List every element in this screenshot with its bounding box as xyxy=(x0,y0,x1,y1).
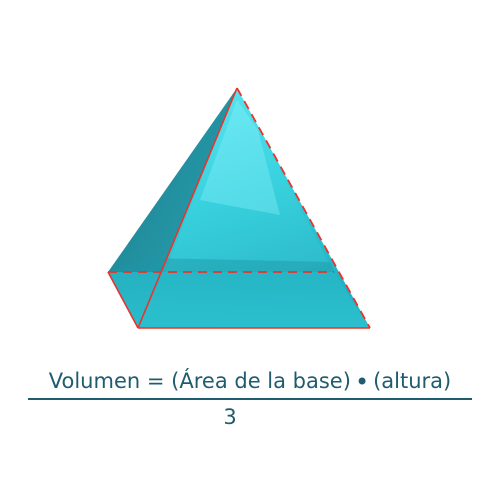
formula-equals: = xyxy=(147,369,165,393)
pyramid-figure xyxy=(0,0,500,340)
formula-lhs: Volumen xyxy=(49,369,140,393)
formula-factor-height: (altura) xyxy=(373,369,451,393)
formula-numerator: Volumen = (Área de la base) • (altura) xyxy=(28,366,472,397)
pyramid-base-face xyxy=(108,272,370,328)
fraction-line xyxy=(28,398,472,400)
formula-factor-area: (Área de la base) xyxy=(171,369,351,393)
formula-operator: • xyxy=(355,367,369,397)
formula-denominator: 3 xyxy=(28,402,432,432)
